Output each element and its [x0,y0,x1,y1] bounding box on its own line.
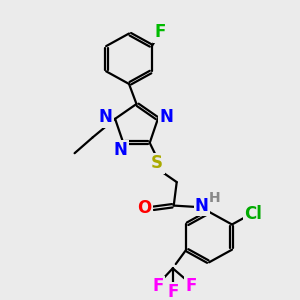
Text: H: H [209,191,220,205]
Text: F: F [185,278,196,296]
Text: F: F [167,283,178,300]
Text: N: N [159,108,173,126]
Text: N: N [113,141,127,159]
Text: S: S [151,154,163,172]
Text: F: F [152,278,164,296]
Text: Cl: Cl [244,206,262,224]
Text: N: N [99,108,112,126]
Text: F: F [154,23,166,41]
Text: N: N [195,196,209,214]
Text: O: O [137,200,152,217]
